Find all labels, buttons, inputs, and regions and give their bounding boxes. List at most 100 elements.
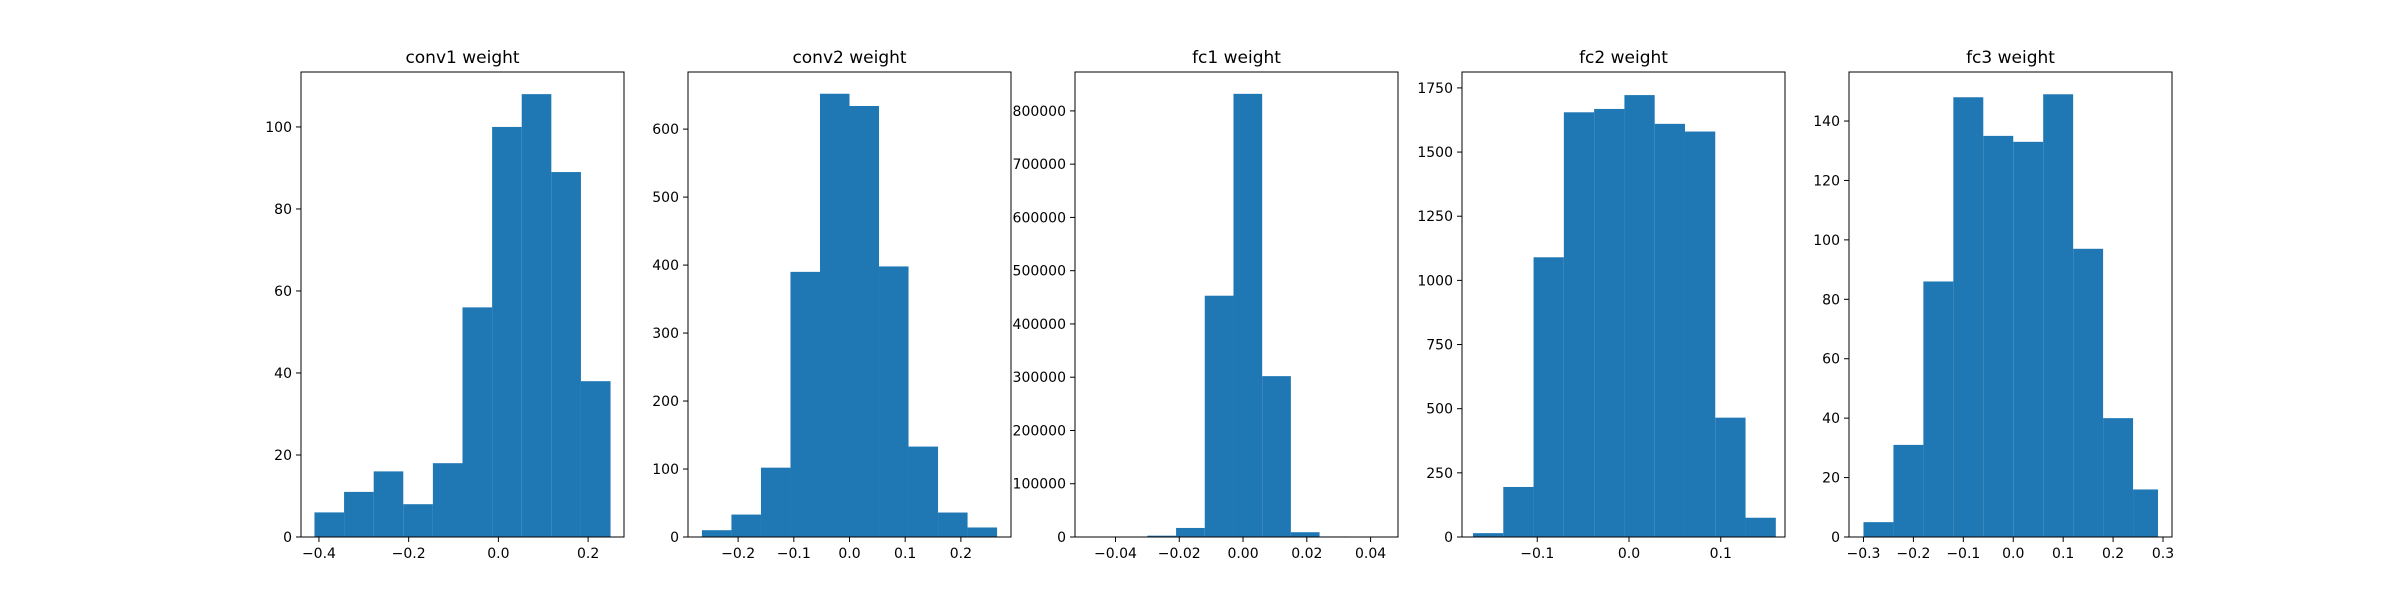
x-tick-label: 0.0 [1618, 546, 1640, 562]
histogram-bar [403, 504, 433, 537]
y-tick-label: 100 [652, 462, 679, 478]
chart-title: conv2 weight [792, 48, 906, 68]
histogram-bar [580, 381, 611, 537]
y-tick-label: 250 [1426, 466, 1453, 482]
y-tick-label: 300000 [1013, 370, 1066, 386]
histogram-bar [1654, 123, 1685, 537]
histogram-bar [2073, 248, 2104, 538]
histogram-bar [462, 307, 493, 537]
y-tick-label: 120 [1813, 173, 1840, 189]
histogram-bar [344, 491, 374, 537]
y-tick-label: 60 [1822, 352, 1840, 368]
histogram-bar [819, 93, 850, 537]
axes-frame [1074, 71, 1399, 538]
x-tick-label: −0.2 [1896, 546, 1930, 562]
y-tick-label: 80 [274, 202, 292, 218]
x-tick-label: 0.1 [1710, 546, 1732, 562]
histogram-panel: −0.04 −0.02 0.00 0.02 0.04 0 100000 200000 30000… [1013, 48, 1399, 562]
chart-title: fc2 weight [1579, 48, 1668, 68]
histogram-bar [432, 463, 463, 537]
histogram-bar [701, 530, 732, 537]
histogram-bar [1176, 527, 1205, 537]
histogram-bar [879, 266, 909, 537]
y-tick-label: 750 [1426, 338, 1453, 354]
histogram-bar [314, 512, 345, 537]
x-tick-label: 0.0 [487, 546, 509, 562]
x-tick-label: −0.3 [1846, 546, 1880, 562]
histogram-panel: −0.3 −0.2 −0.1 0.0 0.1 0.2 0.3 0 20 40 60 80 100 120 1… [1813, 48, 2174, 562]
y-tick-label: 0 [283, 530, 292, 546]
y-tick-label: 100000 [1013, 477, 1066, 493]
y-tick-label: 140 [1813, 114, 1840, 130]
histogram-panel: −0.1 0.0 0.1 0 250 500 750 1000 1250 1500 1750 fc2 … [1417, 48, 1786, 562]
y-tick-label: 0 [1444, 530, 1453, 546]
chart-title: conv1 weight [405, 48, 519, 68]
y-tick-label: 500000 [1013, 264, 1066, 280]
y-tick-label: 40 [274, 366, 292, 382]
axes-frame [1461, 71, 1786, 538]
y-tick-label: 200000 [1013, 423, 1066, 439]
chart-title: fc1 weight [1192, 48, 1281, 68]
histogram-bar [967, 527, 998, 537]
histogram-bar [1147, 535, 1177, 537]
y-tick-label: 700000 [1013, 157, 1066, 173]
y-tick-label: 20 [1822, 471, 1840, 487]
histogram-bar [521, 94, 552, 537]
histogram-bar [492, 126, 522, 537]
y-tick-label: 20 [274, 448, 292, 464]
histogram-bar [1594, 108, 1625, 537]
histogram-bar [1863, 522, 1894, 537]
x-tick-label: 0.2 [577, 546, 599, 562]
x-tick-label: −0.04 [1094, 546, 1137, 562]
y-tick-label: 1250 [1417, 209, 1453, 225]
x-tick-label: −0.1 [777, 546, 811, 562]
x-tick-label: 0.0 [838, 546, 860, 562]
y-tick-label: 40 [1822, 411, 1840, 427]
histogram-bar [1923, 281, 1954, 537]
histogram-bar [790, 271, 820, 537]
y-tick-label: 60 [274, 284, 292, 300]
histogram-bar [1533, 257, 1564, 537]
x-tick-label: 0.3 [2152, 546, 2174, 562]
x-tick-label: −0.1 [1946, 546, 1980, 562]
x-tick-label: 0.2 [950, 546, 972, 562]
y-tick-label: 80 [1822, 292, 1840, 308]
histogram-bar [2013, 141, 2044, 537]
axes-frame [1848, 71, 2173, 538]
histogram-bar [1983, 135, 2014, 537]
histogram-panel: −0.4 −0.2 0.0 0.2 0 20 40 60 80 100 conv1 weight [265, 48, 625, 562]
histogram-bar [731, 514, 761, 537]
histogram-bar [1204, 295, 1234, 537]
y-tick-label: 600 [652, 122, 679, 138]
histogram-bar [1290, 532, 1320, 537]
histogram-bar [849, 105, 880, 538]
histogram-bar [1624, 95, 1655, 537]
x-tick-label: 0.00 [1227, 546, 1258, 562]
x-tick-label: −0.2 [392, 546, 426, 562]
histogram-bar [1893, 444, 1924, 537]
y-tick-label: 1000 [1417, 273, 1453, 289]
histogram-bar [938, 512, 968, 537]
histogram-bar [1563, 112, 1595, 537]
y-tick-label: 100 [265, 120, 292, 136]
histogram-panel: −0.2 −0.1 0.0 0.1 0.2 0 100 200 300 400 500 600 conv… [652, 48, 1012, 562]
y-tick-label: 1750 [1417, 81, 1453, 97]
histogram-bar [551, 172, 581, 538]
histogram-bar [2103, 418, 2134, 537]
x-tick-label: 0.0 [2002, 546, 2024, 562]
y-tick-label: 100 [1813, 233, 1840, 249]
histogram-bar [1715, 417, 1746, 537]
histogram-bar [908, 446, 939, 537]
y-tick-label: 800000 [1013, 104, 1066, 120]
y-tick-label: 200 [652, 394, 679, 410]
y-tick-label: 0 [670, 530, 679, 546]
histogram-bar [760, 467, 791, 537]
histogram-bar [1745, 517, 1776, 537]
histogram-bar [1262, 376, 1291, 537]
x-tick-label: 0.1 [2052, 546, 2074, 562]
x-tick-label: 0.2 [2102, 546, 2124, 562]
histogram-bar [2133, 489, 2159, 537]
y-tick-label: 0 [1057, 530, 1066, 546]
histogram-bar [2043, 94, 2074, 537]
